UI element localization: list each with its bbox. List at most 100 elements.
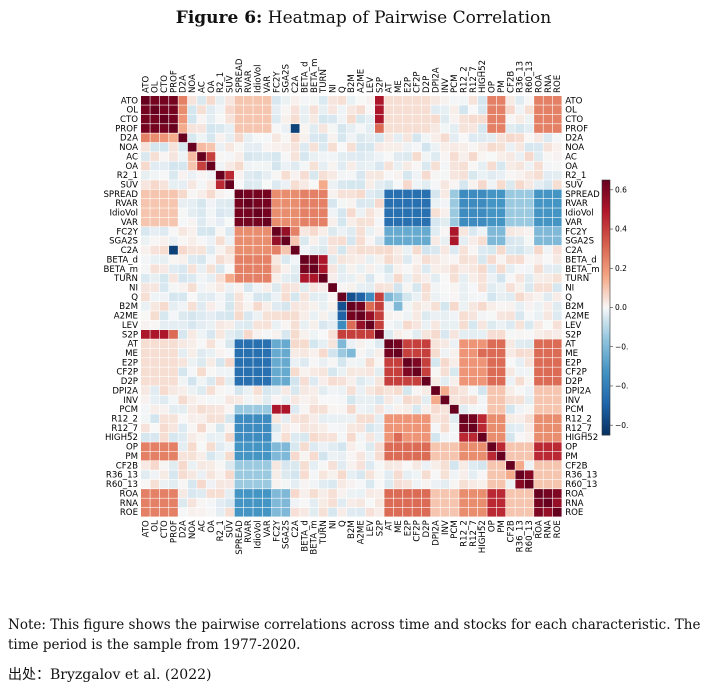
- heatmap-cell: [506, 124, 515, 133]
- heatmap-cell: [328, 386, 337, 395]
- heatmap-cell: [506, 161, 515, 171]
- heatmap-cell: [225, 292, 234, 302]
- heatmap-cell: [431, 198, 440, 208]
- heatmap-cell: [440, 124, 450, 133]
- heatmap-cell: [234, 227, 244, 236]
- heatmap-cell: [262, 114, 272, 124]
- heatmap-cell: [356, 507, 366, 517]
- heatmap-cell: [328, 114, 337, 124]
- heatmap-cell: [328, 142, 337, 152]
- heatmap-cell: [431, 432, 440, 442]
- heatmap-cell: [524, 292, 534, 302]
- heatmap-cell: [159, 142, 169, 152]
- heatmap-cell: [534, 170, 543, 180]
- heatmap-cell: [225, 404, 234, 414]
- heatmap-cell: [215, 180, 225, 189]
- heatmap-cell: [403, 264, 412, 274]
- column-label-top: RVAR: [244, 70, 254, 93]
- heatmap-cell: [318, 489, 328, 498]
- heatmap-cell: [262, 432, 272, 442]
- heatmap-cell: [197, 245, 206, 255]
- heatmap-cell: [552, 264, 562, 274]
- heatmap-cell: [328, 236, 337, 246]
- heatmap-cell: [524, 423, 534, 433]
- heatmap-cell: [234, 432, 244, 442]
- heatmap-cell: [524, 301, 534, 311]
- heatmap-cell: [253, 161, 263, 171]
- heatmap-cell: [543, 489, 553, 498]
- heatmap-cell: [150, 170, 160, 180]
- colorbar-segment: [602, 256, 610, 260]
- heatmap-cell: [412, 489, 422, 498]
- heatmap-cell: [328, 339, 337, 349]
- heatmap-cell: [197, 330, 206, 339]
- heatmap-cell: [534, 255, 543, 264]
- heatmap-cell: [234, 161, 244, 171]
- heatmap-cell: [524, 470, 534, 480]
- heatmap-cell: [477, 245, 487, 255]
- row-label-right: AT: [565, 340, 576, 350]
- heatmap-cell: [281, 236, 291, 246]
- heatmap-cell: [468, 432, 478, 442]
- heatmap-cell: [281, 133, 291, 143]
- heatmap-cell: [281, 170, 291, 180]
- heatmap-cell: [272, 442, 281, 452]
- heatmap-cell: [534, 152, 543, 161]
- row-label-right: NI: [565, 283, 574, 293]
- column-label-top: R12_2: [460, 66, 470, 93]
- heatmap-cell: [187, 404, 197, 414]
- heatmap-cell: [159, 432, 169, 442]
- heatmap-cell: [384, 414, 394, 423]
- heatmap-cell: [328, 161, 337, 171]
- row-label-left: VAR: [121, 218, 138, 228]
- heatmap-cell: [356, 301, 366, 311]
- heatmap-cell: [262, 124, 272, 133]
- heatmap-cell: [468, 367, 478, 377]
- heatmap-cell: [318, 320, 328, 330]
- heatmap-cell: [159, 189, 169, 199]
- heatmap-cell: [393, 489, 403, 498]
- heatmap-cell: [178, 404, 188, 414]
- heatmap-cell: [496, 170, 506, 180]
- heatmap-cell: [318, 189, 328, 199]
- heatmap-cell: [403, 96, 412, 105]
- column-label-bottom: CF2P: [413, 520, 423, 542]
- heatmap-cell: [524, 451, 534, 461]
- heatmap-cell: [243, 348, 253, 358]
- heatmap-cell: [178, 227, 188, 236]
- heatmap-cell: [440, 404, 450, 414]
- heatmap-cell: [215, 236, 225, 246]
- heatmap-cell: [356, 320, 366, 330]
- heatmap-cell: [215, 423, 225, 433]
- heatmap-cell: [178, 376, 188, 386]
- heatmap-cell: [178, 105, 188, 115]
- heatmap-cell: [169, 189, 178, 199]
- heatmap-cell: [421, 451, 431, 461]
- heatmap-cell: [449, 507, 459, 517]
- heatmap-cell: [272, 376, 281, 386]
- row-label-right: R60_13: [565, 480, 597, 490]
- heatmap-cell: [431, 255, 440, 264]
- heatmap-cell: [440, 320, 450, 330]
- heatmap-cell: [169, 198, 178, 208]
- heatmap-cell: [328, 170, 337, 180]
- heatmap-cell: [187, 114, 197, 124]
- heatmap-cell: [253, 404, 263, 414]
- heatmap-cell: [206, 386, 216, 395]
- heatmap-cell: [421, 264, 431, 274]
- heatmap-cell: [337, 498, 347, 508]
- heatmap-cell: [225, 142, 234, 152]
- heatmap-cell: [506, 189, 515, 199]
- heatmap-cell: [515, 348, 525, 358]
- heatmap-cell: [431, 451, 440, 461]
- heatmap-cell: [496, 461, 506, 470]
- heatmap-cell: [243, 386, 253, 395]
- heatmap-cell: [328, 301, 337, 311]
- heatmap-cell: [290, 367, 300, 377]
- heatmap-cell: [197, 339, 206, 349]
- colorbar-segment: [602, 252, 610, 255]
- row-label-right: IdioVol: [565, 209, 594, 219]
- heatmap-cell: [552, 451, 562, 461]
- heatmap-cell: [178, 423, 188, 433]
- heatmap-cell: [393, 208, 403, 218]
